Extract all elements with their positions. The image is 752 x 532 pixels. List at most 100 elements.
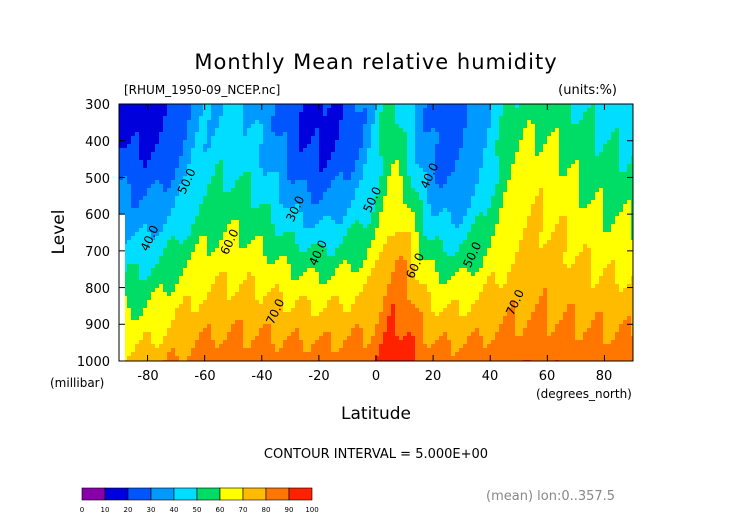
contour-cell bbox=[615, 148, 620, 153]
contour-cell bbox=[159, 144, 164, 149]
contour-cell bbox=[395, 216, 400, 221]
contour-cell bbox=[471, 156, 476, 161]
contour-cell bbox=[243, 112, 248, 117]
contour-cell bbox=[515, 176, 520, 181]
contour-cell bbox=[543, 116, 548, 121]
contour-cell bbox=[123, 212, 128, 217]
contour-cell bbox=[459, 248, 464, 253]
contour-cell bbox=[159, 148, 164, 153]
contour-cell bbox=[527, 108, 532, 113]
contour-cell bbox=[187, 128, 192, 133]
contour-cell bbox=[191, 252, 196, 257]
contour-cell bbox=[463, 208, 468, 213]
contour-cell bbox=[459, 160, 464, 165]
contour-cell bbox=[539, 196, 544, 201]
contour-cell bbox=[359, 216, 364, 221]
contour-cell bbox=[467, 256, 472, 261]
contour-cell bbox=[163, 200, 168, 205]
contour-cell bbox=[191, 116, 196, 121]
contour-cell bbox=[491, 248, 496, 253]
contour-cell bbox=[335, 152, 340, 157]
contour-cell bbox=[331, 192, 336, 197]
contour-cell bbox=[403, 136, 408, 141]
contour-cell bbox=[391, 220, 396, 225]
contour-cell bbox=[559, 160, 564, 165]
contour-cell bbox=[303, 152, 308, 157]
contour-cell bbox=[355, 164, 360, 169]
contour-cell bbox=[299, 104, 304, 109]
contour-cell bbox=[207, 236, 212, 241]
contour-cell bbox=[435, 196, 440, 201]
contour-cell bbox=[407, 140, 412, 145]
contour-cell bbox=[435, 104, 440, 109]
contour-cell bbox=[611, 240, 616, 245]
contour-cell bbox=[339, 176, 344, 181]
contour-cell bbox=[191, 216, 196, 221]
contour-cell bbox=[295, 228, 300, 233]
contour-cell bbox=[475, 152, 480, 157]
contour-cell bbox=[343, 104, 348, 109]
contour-cell bbox=[567, 248, 572, 253]
contour-cell bbox=[387, 116, 392, 121]
contour-cell bbox=[167, 196, 172, 201]
contour-cell bbox=[251, 160, 256, 165]
contour-cell bbox=[439, 160, 444, 165]
contour-cell bbox=[235, 112, 240, 117]
contour-cell bbox=[475, 232, 480, 237]
contour-cell bbox=[155, 228, 160, 233]
contour-cell bbox=[383, 104, 388, 109]
contour-cell bbox=[319, 212, 324, 217]
contour-cell bbox=[591, 252, 596, 257]
contour-cell bbox=[191, 132, 196, 137]
contour-cell bbox=[531, 196, 536, 201]
contour-cell bbox=[219, 240, 224, 245]
contour-cell bbox=[615, 116, 620, 121]
contour-cell bbox=[451, 140, 456, 145]
contour-cell bbox=[431, 140, 436, 145]
contour-cell bbox=[391, 104, 396, 109]
contour-cell bbox=[155, 112, 160, 117]
contour-cell bbox=[603, 160, 608, 165]
contour-cell bbox=[275, 140, 280, 145]
contour-cell bbox=[567, 224, 572, 229]
contour-cell bbox=[235, 132, 240, 137]
contour-cell bbox=[423, 128, 428, 133]
contour-cell bbox=[211, 252, 216, 257]
contour-cell bbox=[487, 148, 492, 153]
contour-cell bbox=[183, 152, 188, 157]
contour-cell bbox=[259, 124, 264, 129]
contour-cell bbox=[303, 108, 308, 113]
contour-cell bbox=[475, 112, 480, 117]
contour-cell bbox=[603, 168, 608, 173]
contour-cell bbox=[511, 176, 516, 181]
contour-cell bbox=[247, 148, 252, 153]
contour-cell bbox=[435, 204, 440, 209]
contour-cell bbox=[171, 224, 176, 229]
contour-cell bbox=[443, 232, 448, 237]
contour-cell bbox=[407, 216, 412, 221]
contour-cell bbox=[279, 248, 284, 253]
contour-cell bbox=[523, 188, 528, 193]
contour-cell bbox=[455, 224, 460, 229]
contour-cell bbox=[147, 224, 152, 229]
contour-cell bbox=[219, 224, 224, 229]
contour-cell bbox=[583, 108, 588, 113]
contour-cell bbox=[583, 196, 588, 201]
contour-cell bbox=[247, 184, 252, 189]
contour-cell bbox=[507, 204, 512, 209]
contour-cell bbox=[419, 228, 424, 233]
contour-cell bbox=[591, 148, 596, 153]
contour-cell bbox=[211, 216, 216, 221]
contour-cell bbox=[171, 196, 176, 201]
contour-cell bbox=[191, 236, 196, 241]
contour-cell bbox=[247, 244, 252, 249]
contour-cell bbox=[567, 220, 572, 225]
contour-cell bbox=[479, 124, 484, 129]
contour-cell bbox=[299, 220, 304, 225]
contour-cell bbox=[539, 152, 544, 157]
contour-cell bbox=[515, 160, 520, 165]
contour-cell bbox=[515, 244, 520, 249]
contour-cell bbox=[519, 140, 524, 145]
contour-cell bbox=[515, 164, 520, 169]
contour-cell bbox=[151, 216, 156, 221]
